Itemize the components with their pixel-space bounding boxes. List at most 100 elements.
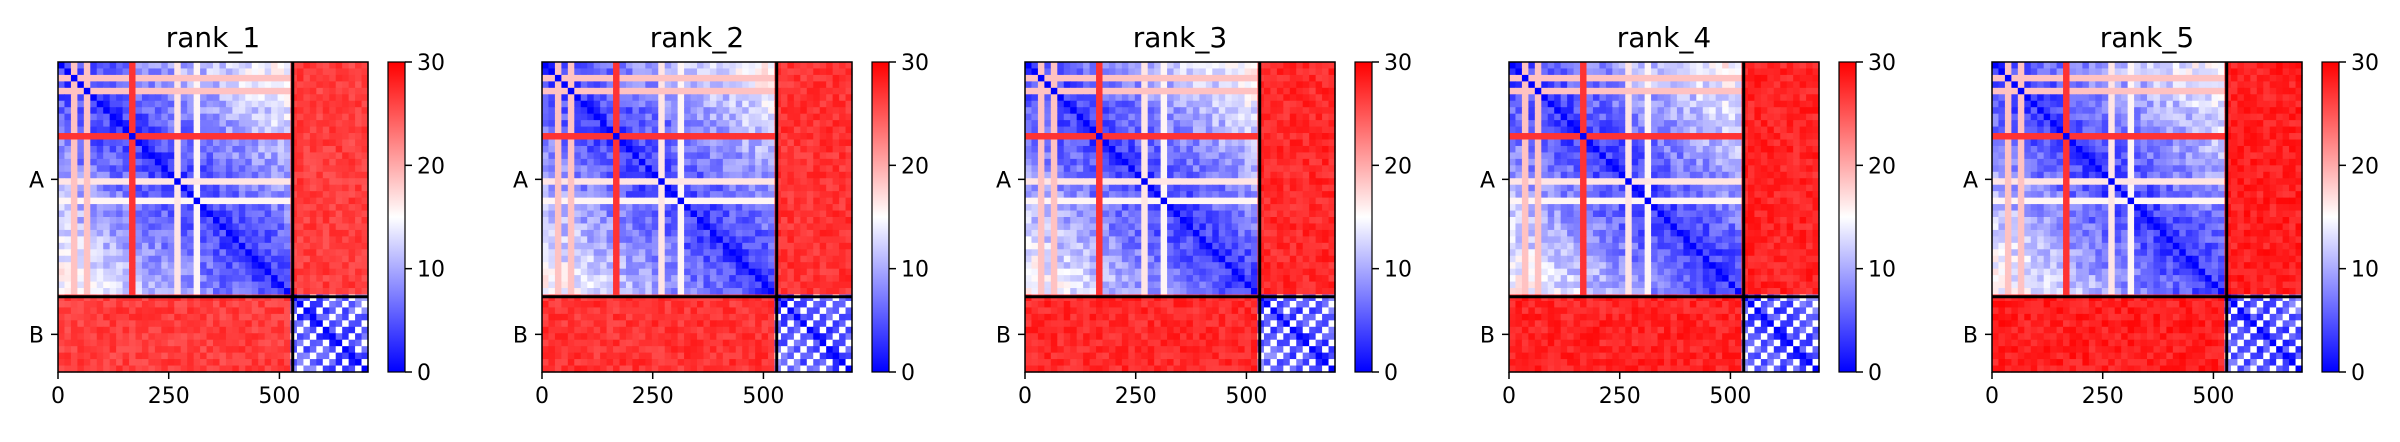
heatmap-cell xyxy=(736,146,743,153)
heatmap-cell xyxy=(116,198,123,205)
heatmap-cell xyxy=(148,191,155,198)
heatmap-cell xyxy=(749,359,756,366)
heatmap-cell xyxy=(116,256,123,263)
heatmap-cell xyxy=(1167,62,1174,69)
heatmap-cell xyxy=(542,165,549,172)
heatmap-cell xyxy=(161,249,168,256)
heatmap-cell xyxy=(103,75,110,82)
heatmap-cell xyxy=(794,340,801,347)
heatmap-cell xyxy=(316,198,323,205)
heatmap-cell xyxy=(697,75,704,82)
heatmap-cell xyxy=(303,81,310,88)
heatmap-cell xyxy=(542,223,549,230)
heatmap-cell xyxy=(620,68,627,75)
heatmap-cell xyxy=(607,94,614,101)
heatmap-cell xyxy=(265,62,272,69)
heatmap-cell xyxy=(768,288,775,295)
heatmap-cell xyxy=(787,243,794,250)
heatmap-cell xyxy=(123,114,130,121)
heatmap-cell xyxy=(316,230,323,237)
heatmap-cell xyxy=(723,346,730,353)
heatmap-cell xyxy=(1232,94,1239,101)
heatmap-cell xyxy=(148,146,155,153)
heatmap-cell xyxy=(329,353,336,360)
heatmap-cell xyxy=(226,333,233,340)
heatmap-cell xyxy=(626,217,633,224)
heatmap-cell xyxy=(742,301,749,308)
heatmap-cell xyxy=(555,301,562,308)
heatmap-cell xyxy=(755,159,762,166)
heatmap-cell xyxy=(691,114,698,121)
heatmap-cell xyxy=(278,346,285,353)
heatmap-cell xyxy=(1212,88,1219,95)
heatmap-cell xyxy=(103,191,110,198)
heatmap-cell xyxy=(1128,101,1135,108)
heatmap-cell xyxy=(349,204,356,211)
heatmap-cell xyxy=(787,256,794,263)
heatmap-cell xyxy=(620,120,627,127)
heatmap-cell xyxy=(297,333,304,340)
heatmap-cell xyxy=(71,249,78,256)
heatmap-cell xyxy=(794,68,801,75)
heatmap-cell xyxy=(542,101,549,108)
heatmap-cell xyxy=(581,62,588,69)
heatmap-cell xyxy=(207,101,214,108)
heatmap-cell xyxy=(742,262,749,269)
heatmap-cell xyxy=(1180,75,1187,82)
heatmap-cell xyxy=(116,262,123,269)
heatmap-cell xyxy=(542,146,549,153)
heatmap-cell xyxy=(762,114,769,121)
heatmap-cell xyxy=(729,288,736,295)
heatmap-cell xyxy=(265,217,272,224)
heatmap-cell xyxy=(768,353,775,360)
heatmap-cell xyxy=(561,320,568,327)
heatmap-cell xyxy=(148,327,155,334)
heatmap-cell xyxy=(194,262,201,269)
heatmap-cell xyxy=(620,204,627,211)
heatmap-cell xyxy=(64,88,71,95)
heatmap-cell xyxy=(226,88,233,95)
heatmap-cell xyxy=(691,94,698,101)
heatmap-cell xyxy=(110,127,117,134)
heatmap-cell xyxy=(1270,88,1277,95)
heatmap-cell xyxy=(187,140,194,147)
heatmap-cell xyxy=(1096,62,1103,69)
heatmap-cell xyxy=(600,223,607,230)
heatmap-cell xyxy=(787,353,794,360)
heatmap-cell xyxy=(729,307,736,314)
heatmap-cell xyxy=(839,282,846,289)
heatmap-cell xyxy=(161,62,168,69)
heatmap-cell xyxy=(607,288,614,295)
heatmap-cell xyxy=(768,198,775,205)
heatmap-cell xyxy=(297,269,304,276)
heatmap-cell xyxy=(781,223,788,230)
heatmap-cell xyxy=(64,307,71,314)
heatmap-cell xyxy=(336,359,343,366)
heatmap-cell xyxy=(252,81,259,88)
heatmap-cell xyxy=(123,282,130,289)
heatmap-cell xyxy=(226,353,233,360)
heatmap-cell xyxy=(755,101,762,108)
heatmap-cell xyxy=(1264,68,1271,75)
heatmap-cell xyxy=(200,165,207,172)
heatmap-cell xyxy=(587,307,594,314)
heatmap-cell xyxy=(542,275,549,282)
heatmap-cell xyxy=(736,159,743,166)
heatmap-cell xyxy=(303,359,310,366)
heatmap-cell xyxy=(691,178,698,185)
heatmap-cell xyxy=(826,133,833,140)
heatmap-cell xyxy=(103,275,110,282)
heatmap-cell xyxy=(697,94,704,101)
heatmap-cell xyxy=(1296,62,1303,69)
heatmap-cell xyxy=(639,62,646,69)
heatmap-cell xyxy=(187,275,194,282)
heatmap-cell xyxy=(110,236,117,243)
heatmap-cell xyxy=(1290,94,1297,101)
heatmap-cell xyxy=(723,75,730,82)
heatmap-cell xyxy=(194,88,201,95)
heatmap-cell xyxy=(710,191,717,198)
heatmap-cell xyxy=(142,301,149,308)
heatmap-cell xyxy=(749,133,756,140)
heatmap-cell xyxy=(620,75,627,82)
heatmap-cell xyxy=(226,340,233,347)
